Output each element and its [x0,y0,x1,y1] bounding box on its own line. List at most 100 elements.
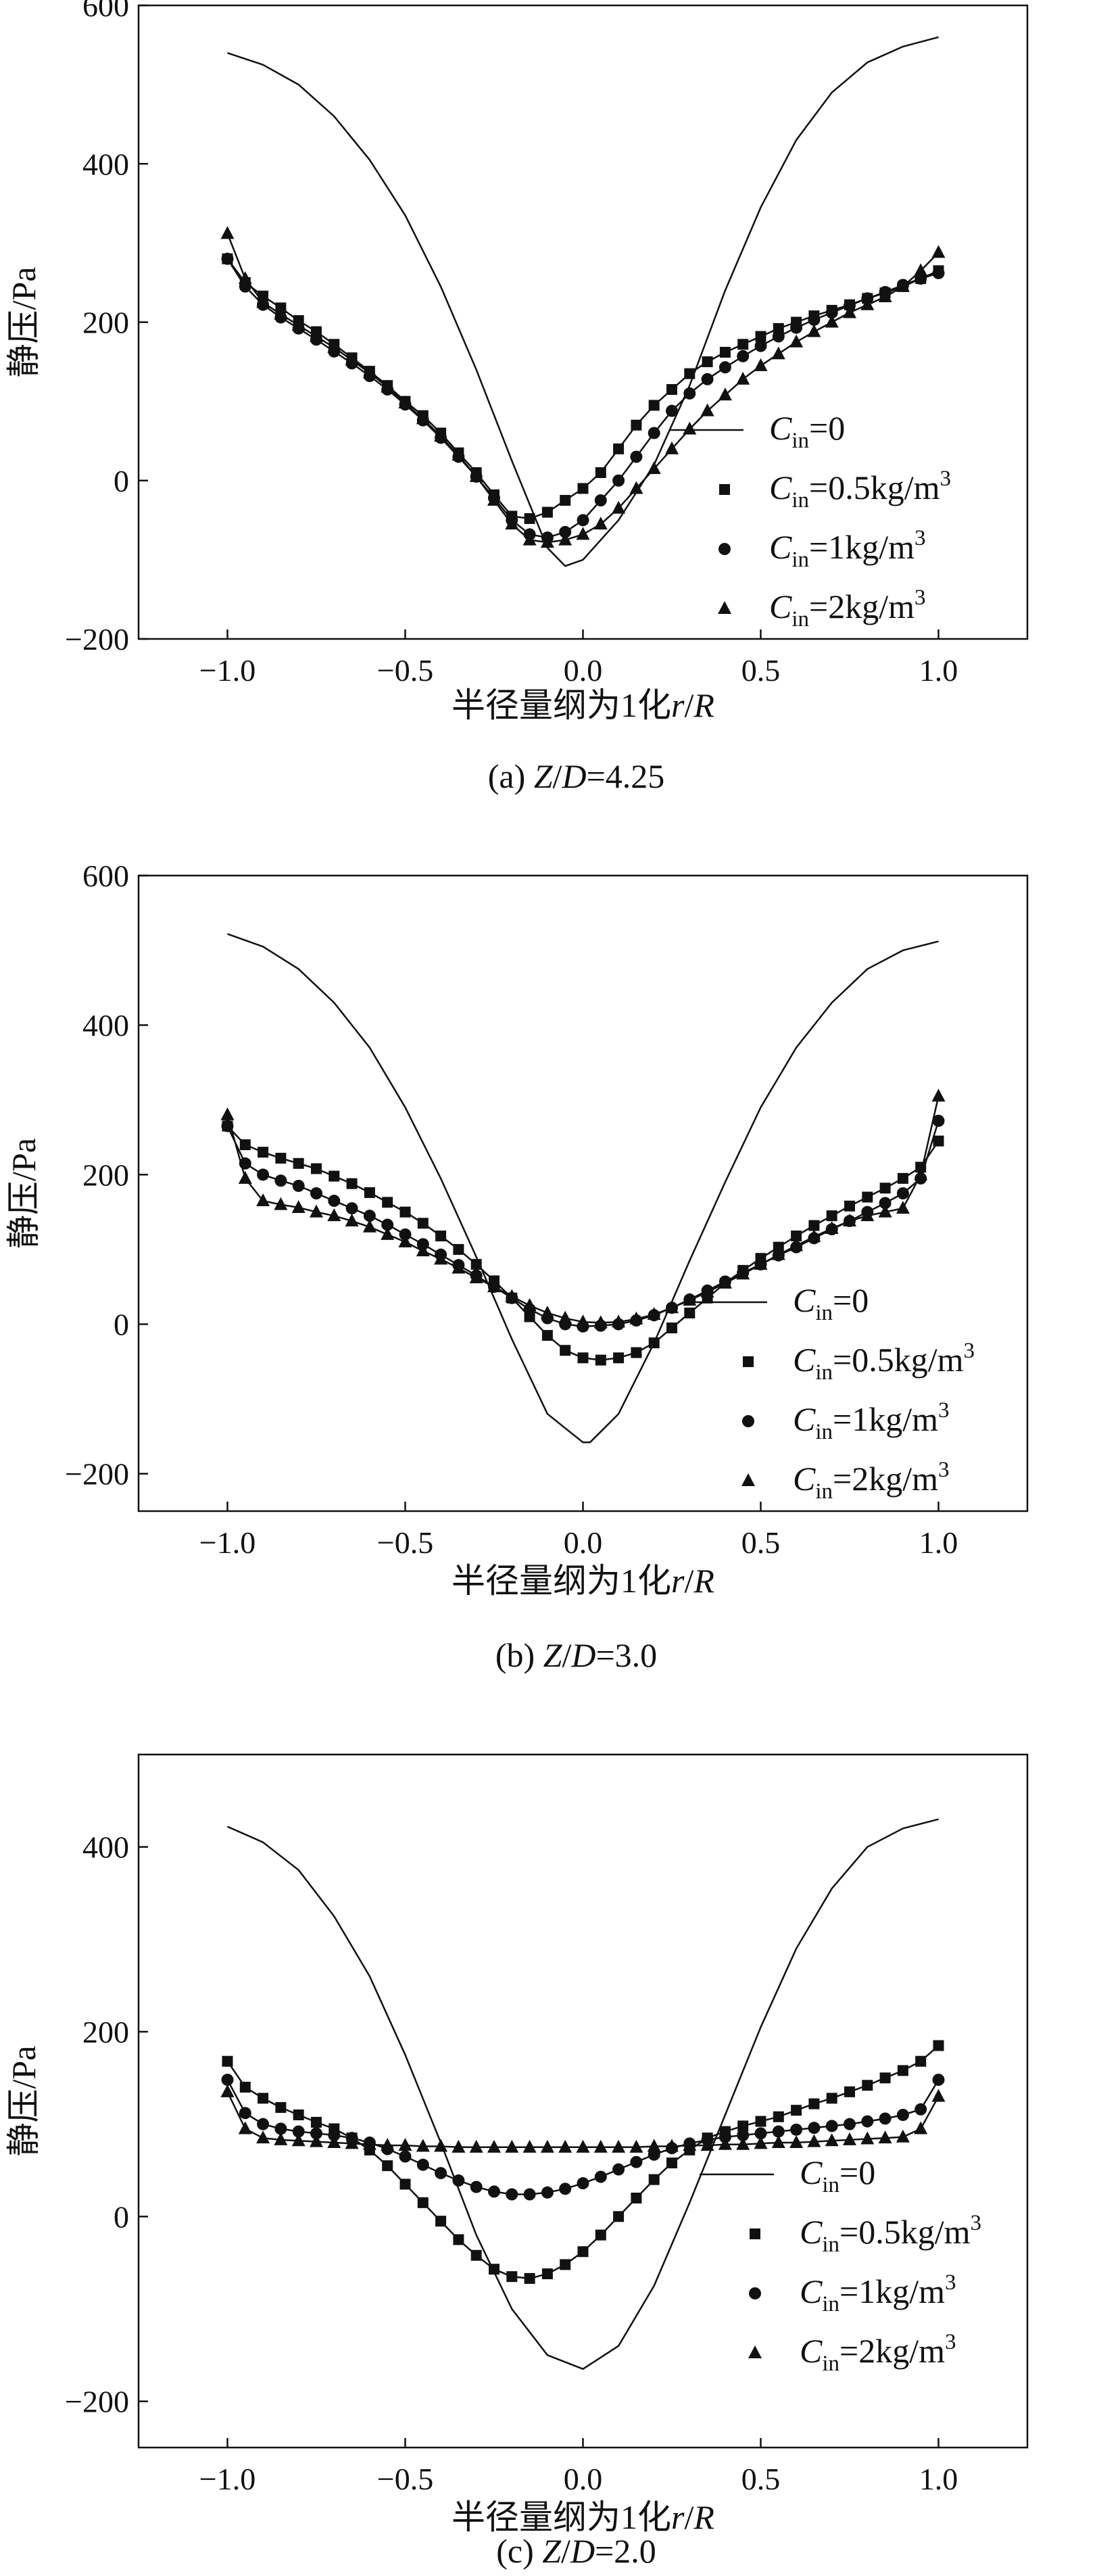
x-tick-label: 0.5 [741,2462,781,2496]
data-point [398,1234,412,1247]
legend-label: Cin=0.5kg/m3 [769,467,951,512]
x-axis-title-text: 半径量纲为1化 [452,1562,671,1600]
legend-label: Cin=1kg/m3 [800,2270,956,2316]
data-point [718,1275,732,1289]
data-point [345,1213,359,1226]
data-point [754,2127,767,2140]
data-point [416,2158,429,2171]
data-point [808,2098,820,2109]
caption-z: Z [534,757,554,795]
data-point [417,1218,429,1229]
data-point [914,263,928,277]
data-point [878,2130,892,2144]
data-point [879,2112,892,2125]
data-point [684,1307,696,1318]
data-point [559,2183,572,2195]
legend-label: Cin=0.5kg/m3 [793,1339,975,1385]
data-point [789,2135,804,2148]
legend-sup: 3 [945,2330,956,2354]
data-point [540,2139,554,2153]
x-axis-slash: / [685,1562,694,1600]
data-point [932,2074,945,2086]
data-point [879,1183,891,1194]
legend-sub-in: in [791,607,809,631]
data-point [382,2160,393,2172]
data-point [435,2216,447,2227]
legend-label: Cin=1kg/m3 [769,526,926,572]
data-point [577,2177,589,2190]
data-point [843,305,856,318]
data-point [505,517,519,530]
legend-rest: =2kg/m [833,1460,938,1498]
data-point [808,313,821,326]
chart-panel-1: −1.0 −0.5 0.0 0.5 1.0 −200 0 200 400 600 静压/Pa 半径量纲… [5,0,1029,795]
data-point [594,2170,607,2183]
data-point [825,2120,838,2132]
y-tick-label: 400 [82,1008,129,1043]
data-point [914,2121,928,2134]
legend-marker [750,2228,760,2239]
data-point [755,2116,766,2127]
panel-caption: (a) Z/D=4.25 [488,757,665,795]
data-point [274,2132,288,2145]
x-tick-label: −0.5 [377,653,433,688]
caption-slash: / [562,1636,571,1674]
data-point [737,2129,750,2142]
data-point [275,1153,287,1164]
data-point [754,339,767,352]
data-point [363,1210,376,1222]
x-tick-label: 0.0 [564,1525,603,1560]
data-point [399,1206,411,1218]
caption-prefix: (a) [488,757,534,795]
data-point [931,1089,946,1102]
data-point [274,1197,288,1210]
data-point [221,2074,234,2086]
data-point [595,467,606,479]
data-point [593,2139,608,2153]
x-tick-label: 1.0 [919,1525,958,1560]
data-point [470,1259,482,1270]
data-point [558,532,572,546]
data-point [844,1200,855,1212]
y-tick-label: 400 [82,147,129,181]
x-axis-var-R: R [693,1562,714,1600]
legend-sub-in: in [815,1360,833,1385]
data-point [666,2157,677,2169]
data-point [808,2122,821,2134]
data-point [665,2139,679,2152]
data-point [879,1197,892,1210]
series-triangle [220,2084,946,2153]
data-point [593,1315,608,1329]
series-triangle [220,1089,946,1329]
legend-marker [742,1415,754,1427]
data-point [825,306,838,319]
data-point [844,2086,855,2097]
data-point [914,1167,928,1180]
legend-label: Cin=0.5kg/m3 [800,2211,981,2257]
legend-sub-in: in [822,2233,839,2257]
legend-rest: =1kg/m [809,528,915,566]
data-point [771,346,785,360]
data-point [328,1195,341,1208]
data-point [257,2118,270,2130]
x-axis-var-r: r [671,2498,685,2536]
data-point [434,2139,448,2152]
data-point [435,1231,447,1242]
legend-sub-in: in [822,2352,839,2376]
data-point [452,2174,465,2187]
data-point [310,2127,322,2140]
series-none [227,933,939,1444]
data-point [452,448,466,461]
x-axis-title-text: 半径量纲为1化 [452,2498,671,2536]
data-point [843,2132,856,2145]
data-point [541,2186,554,2199]
data-point [701,373,714,385]
data-point [327,339,341,353]
data-point [595,2229,606,2241]
x-tick-label: −1.0 [199,2462,255,2496]
legend-label: Cin=1kg/m3 [793,1398,950,1444]
legend-rest: =0 [833,1281,869,1319]
data-point [860,297,875,310]
data-point [416,2139,430,2152]
data-point [328,1170,340,1182]
